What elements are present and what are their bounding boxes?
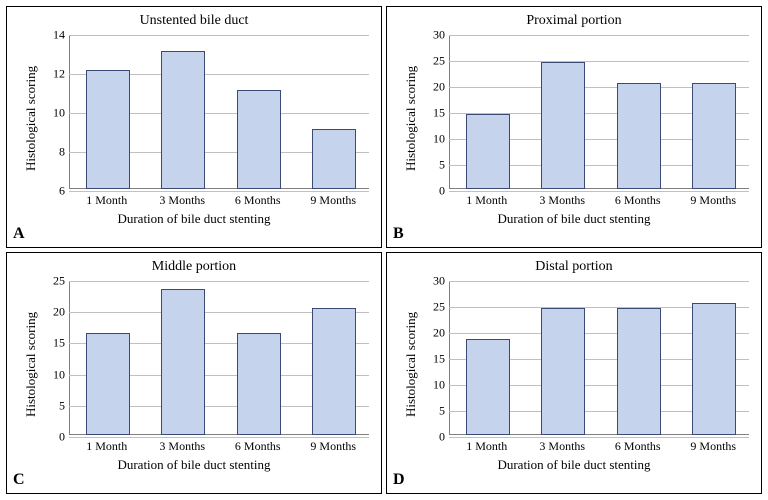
y-axis-line [69, 35, 70, 189]
bar [161, 289, 205, 435]
x-axis-label: Duration of bile duct stenting [387, 211, 761, 227]
y-tick-label: 0 [59, 430, 69, 445]
x-tick-label: 6 Months [235, 189, 281, 208]
plot-area: 0510152025301 Month3 Months6 Months9 Mon… [449, 281, 749, 435]
bar [312, 308, 356, 435]
panel-c: Middle portionCHistological scoringDurat… [6, 252, 382, 494]
bar [86, 70, 130, 189]
y-tick-label: 10 [433, 378, 449, 393]
bar [312, 129, 356, 190]
y-tick-label: 5 [439, 404, 449, 419]
plot-area: 05101520251 Month3 Months6 Months9 Month… [69, 281, 369, 435]
x-axis-label: Duration of bile duct stenting [7, 457, 381, 473]
x-tick-label: 1 Month [466, 435, 507, 454]
x-tick-label: 3 Months [539, 189, 585, 208]
y-tick-label: 10 [53, 367, 69, 382]
y-axis-line [69, 281, 70, 435]
panel-letter: A [13, 225, 25, 243]
x-tick-label: 6 Months [615, 189, 661, 208]
y-tick-label: 5 [59, 398, 69, 413]
bar [466, 339, 510, 435]
y-tick-label: 25 [433, 300, 449, 315]
y-axis-label: Histological scoring [403, 312, 419, 417]
x-tick-label: 6 Months [235, 435, 281, 454]
panel-letter: C [13, 471, 25, 489]
x-axis-label: Duration of bile duct stenting [387, 457, 761, 473]
y-tick-label: 30 [433, 28, 449, 43]
bar [692, 83, 736, 189]
y-tick-label: 12 [53, 67, 69, 82]
y-tick-label: 15 [53, 336, 69, 351]
gridline [449, 35, 749, 36]
bar [466, 114, 510, 189]
panel-a: Unstented bile ductAHistological scoring… [6, 6, 382, 248]
bar [237, 90, 281, 190]
panel-b: Proximal portionBHistological scoringDur… [386, 6, 762, 248]
y-tick-label: 30 [433, 274, 449, 289]
y-axis-label: Histological scoring [23, 66, 39, 171]
panel-letter: B [393, 225, 404, 243]
y-axis-label: Histological scoring [23, 312, 39, 417]
y-tick-label: 10 [53, 106, 69, 121]
bar [617, 308, 661, 435]
bar [692, 303, 736, 435]
y-tick-label: 6 [59, 184, 69, 199]
y-tick-label: 25 [53, 274, 69, 289]
x-tick-label: 9 Months [310, 435, 356, 454]
bar [541, 308, 585, 435]
y-tick-label: 0 [439, 430, 449, 445]
y-tick-label: 20 [433, 326, 449, 341]
x-tick-label: 9 Months [310, 189, 356, 208]
y-tick-label: 25 [433, 54, 449, 69]
bar [617, 83, 661, 189]
bar [541, 62, 585, 189]
gridline [69, 35, 369, 36]
bar [161, 51, 205, 190]
gridline [449, 281, 749, 282]
y-tick-label: 15 [433, 106, 449, 121]
y-tick-label: 10 [433, 132, 449, 147]
plot-area: 0510152025301 Month3 Months6 Months9 Mon… [449, 35, 749, 189]
x-tick-label: 1 Month [466, 189, 507, 208]
y-tick-label: 5 [439, 158, 449, 173]
x-tick-label: 3 Months [539, 435, 585, 454]
bar [86, 333, 130, 435]
y-tick-label: 15 [433, 352, 449, 367]
plot-area: 681012141 Month3 Months6 Months9 Months [69, 35, 369, 189]
gridline [69, 281, 369, 282]
y-tick-label: 20 [53, 305, 69, 320]
x-tick-label: 9 Months [690, 435, 736, 454]
panel-d: Distal portionDHistological scoringDurat… [386, 252, 762, 494]
x-axis-label: Duration of bile duct stenting [7, 211, 381, 227]
x-tick-label: 1 Month [86, 435, 127, 454]
x-tick-label: 3 Months [159, 435, 205, 454]
y-tick-label: 20 [433, 80, 449, 95]
y-axis-label: Histological scoring [403, 66, 419, 171]
x-tick-label: 1 Month [86, 189, 127, 208]
x-tick-label: 6 Months [615, 435, 661, 454]
panel-letter: D [393, 471, 405, 489]
x-tick-label: 3 Months [159, 189, 205, 208]
y-tick-label: 8 [59, 145, 69, 160]
figure: Unstented bile ductAHistological scoring… [0, 0, 768, 500]
gridline [449, 61, 749, 62]
y-tick-label: 14 [53, 28, 69, 43]
y-tick-label: 0 [439, 184, 449, 199]
x-tick-label: 9 Months [690, 189, 736, 208]
bar [237, 333, 281, 435]
